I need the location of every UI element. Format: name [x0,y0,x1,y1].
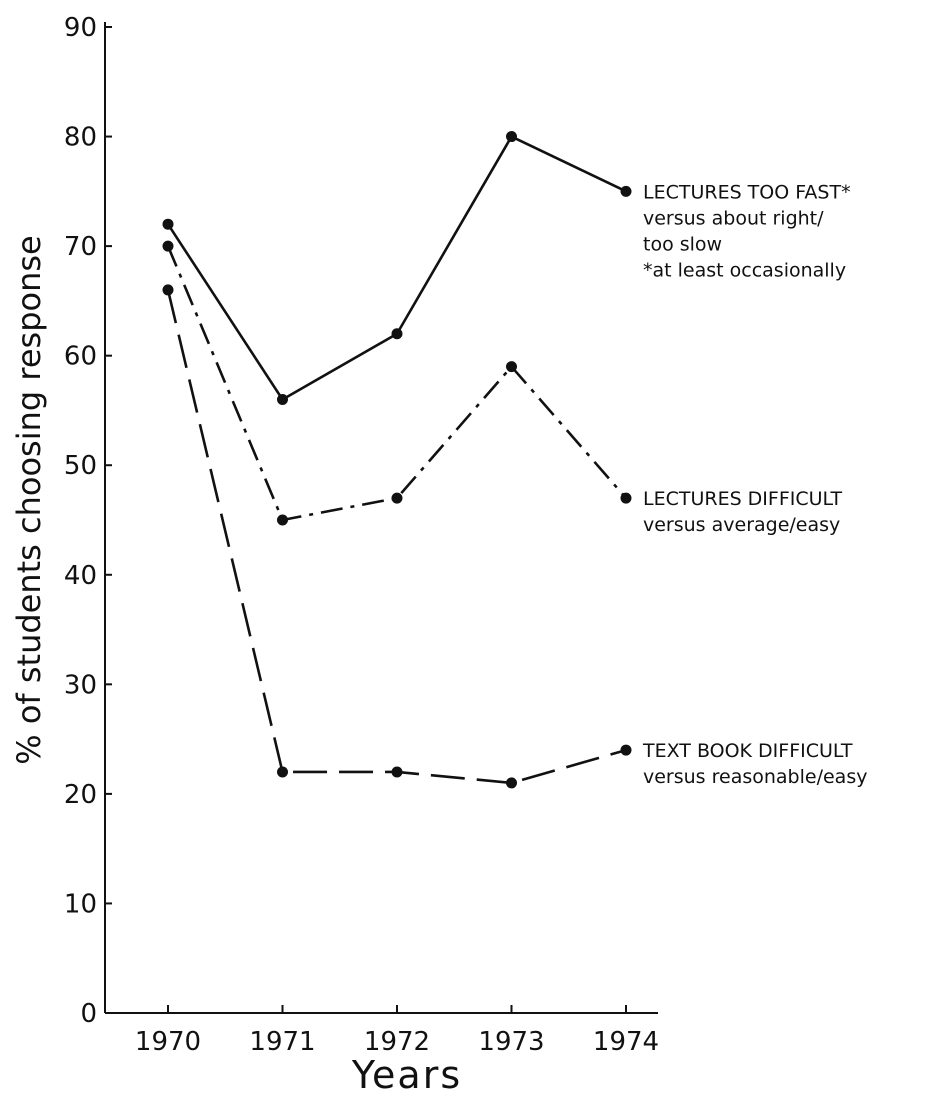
data-point [391,492,403,504]
y-tick-label: 50 [64,451,97,481]
y-tick-label: 10 [64,889,97,919]
series-line [166,245,627,522]
y-tick-label: 80 [64,123,97,153]
series-labels: LECTURES TOO FAST* versus about right/too… [642,181,867,788]
data-point [277,766,288,778]
x-tick-label: 1972 [364,1027,430,1057]
data-point [162,240,174,252]
y-tick-label: 60 [64,342,97,372]
data-point [162,218,174,230]
data-point [620,492,632,504]
x-tick-label: 1971 [249,1027,315,1057]
series-label-note: too slow [643,233,722,255]
data-point [277,393,288,405]
x-axis-title: Years [351,1053,462,1097]
data-point [506,131,517,143]
series-label-title: TEXT BOOK DIFFICULT [642,740,853,762]
data-point [277,514,288,526]
y-tick-label: 40 [64,561,97,591]
x-axis: 1970 1971 1972 1973 1974 [105,1005,659,1057]
y-axis: 0 10 20 30 40 50 60 70 80 90 [64,13,112,1029]
data-point [620,744,632,756]
data-point [506,361,517,373]
y-tick-label: 90 [64,13,97,43]
data-point [391,766,403,778]
y-tick-label: 70 [64,232,97,262]
x-tick-label: 1974 [593,1027,659,1057]
data-point [620,185,632,197]
series-line [166,135,627,401]
series-line [166,289,627,785]
series-label-note: versus about right/ [643,207,824,229]
series-label-title: LECTURES TOO FAST* [643,181,851,203]
y-tick-label: 20 [64,780,97,810]
x-tick-label: 1973 [478,1027,544,1057]
series-label-title: LECTURES DIFFICULT [643,488,843,510]
y-tick-label: 30 [64,670,97,700]
x-tick-label: 1970 [135,1027,201,1057]
series-label-note: *at least occasionally [643,259,846,281]
data-point [391,328,403,340]
data-point [506,777,517,789]
data-point [162,284,174,296]
series-lines [162,131,632,789]
y-tick-label: 0 [80,999,97,1029]
y-axis-title: % of students choosing response [10,235,48,764]
series-label-note: versus reasonable/easy [643,766,867,788]
series-label-note: versus average/easy [643,514,840,536]
